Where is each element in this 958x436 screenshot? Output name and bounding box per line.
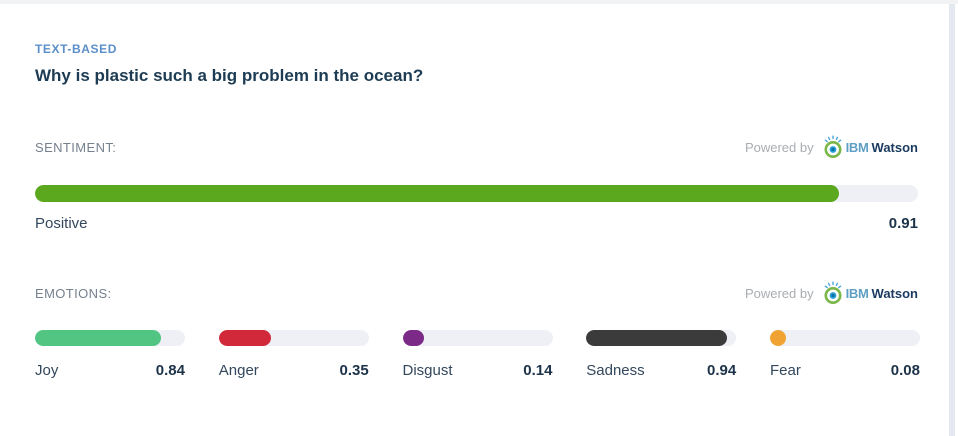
ibm-watson-logo: IBM Watson — [821, 281, 918, 305]
emotions-section-label: EMOTIONS: — [35, 285, 112, 301]
powered-by-label: Powered by — [744, 285, 814, 301]
emotion-caption: Disgust 0.14 — [403, 362, 553, 379]
sentiment-bar-fill — [35, 185, 839, 202]
emotion-column-disgust: Disgust 0.14 — [402, 330, 553, 379]
emotion-value: 0.94 — [707, 362, 737, 379]
emotion-label: Sadness — [586, 362, 645, 379]
watson-avatar-icon — [824, 281, 842, 304]
emotion-bar-fill — [35, 330, 161, 346]
emotion-value: 0.08 — [890, 362, 920, 379]
emotion-column-fear: Fear 0.08 — [770, 330, 920, 379]
emotion-column-sadness: Sadness 0.94 — [586, 330, 737, 379]
ibm-wordmark: IBM — [845, 285, 869, 301]
sentiment-label: Positive — [35, 215, 88, 232]
powered-by-watson-sentiment: Powered by IBM Watson — [745, 135, 918, 159]
emotion-caption: Fear 0.08 — [770, 362, 920, 379]
sentiment-section-header: SENTIMENT: Powered by IBM — [35, 134, 918, 160]
emotion-label: Fear — [770, 362, 801, 379]
emotion-caption: Anger 0.35 — [219, 362, 369, 379]
powered-by-watson-emotions: Powered by IBM Watson — [745, 281, 918, 305]
sentiment-bar-track — [35, 185, 918, 202]
emotion-bar-track — [218, 330, 369, 346]
emotions-grid: Joy 0.84 Anger 0.35 Disgust 0.14 Sadness 0.94 Fe… — [35, 330, 920, 379]
scrollbar-track[interactable] — [949, 4, 955, 436]
emotion-bar-track — [402, 330, 553, 346]
watson-avatar-icon — [824, 135, 842, 158]
emotion-column-anger: Anger 0.35 — [218, 330, 369, 379]
emotions-section-header: EMOTIONS: Powered by IBM — [35, 280, 918, 306]
emotion-value: 0.84 — [155, 362, 185, 379]
emotion-label: Joy — [35, 362, 59, 379]
emotion-bar-track — [586, 330, 737, 346]
emotion-bar-fill — [770, 330, 786, 346]
watson-wordmark: Watson — [871, 139, 918, 155]
panel-top-border — [0, 0, 958, 4]
emotion-value: 0.35 — [339, 362, 369, 379]
emotion-bar-fill — [218, 330, 272, 346]
emotion-label: Anger — [218, 362, 259, 379]
emotion-bar-fill — [402, 330, 424, 346]
sentiment-section-label: SENTIMENT: — [35, 139, 117, 155]
emotion-label: Disgust — [402, 362, 453, 379]
emotion-bar-fill — [586, 330, 728, 346]
watson-wordmark: Watson — [871, 285, 918, 301]
sentiment-caption: Positive 0.91 — [35, 215, 918, 232]
page-title: Why is plastic such a big problem in the… — [35, 66, 424, 85]
ibm-wordmark: IBM — [845, 139, 869, 155]
emotion-bar-track — [35, 330, 185, 346]
category-label: TEXT-BASED — [35, 42, 118, 56]
sentiment-value: 0.91 — [888, 215, 918, 232]
ibm-watson-logo: IBM Watson — [821, 135, 918, 159]
powered-by-label: Powered by — [744, 139, 814, 155]
emotion-value: 0.14 — [523, 362, 553, 379]
emotion-caption: Joy 0.84 — [35, 362, 185, 379]
emotion-caption: Sadness 0.94 — [586, 362, 736, 379]
emotion-bar-track — [770, 330, 920, 346]
emotion-column-joy: Joy 0.84 — [35, 330, 185, 379]
